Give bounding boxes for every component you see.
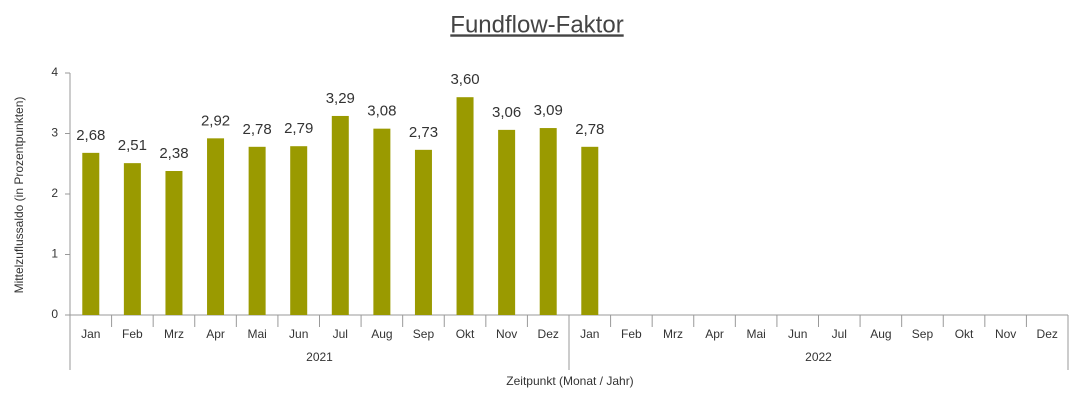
data-label: 3,09 [534,102,563,119]
data-label: 2,92 [201,112,230,129]
data-label: 2,68 [76,127,105,144]
y-tick-label: 1 [51,247,58,261]
bar [123,163,141,315]
x-tick-label: Dez [538,327,559,341]
bar [373,128,391,315]
y-tick-label: 2 [51,186,58,200]
x-tick-label: Jul [333,327,348,341]
bar [498,129,516,315]
bar [456,97,474,315]
x-tick-label: Mai [746,327,765,341]
x-tick-label: Sep [912,327,934,341]
x-tick-label: Aug [371,327,392,341]
x-tick-label: Jan [580,327,599,341]
x-tick-label: Feb [621,327,642,341]
data-label: 2,78 [575,121,604,138]
x-group-label: 2022 [805,350,832,364]
data-label: 3,29 [326,90,355,107]
y-tick-label: 4 [51,65,58,79]
data-label: 2,78 [243,121,272,138]
x-tick-label: Okt [456,327,475,341]
bar [581,146,599,315]
x-tick-label: Aug [870,327,891,341]
data-label: 3,08 [367,103,396,120]
x-tick-label: Apr [206,327,225,341]
y-axis-title: Mittelzuflussaldo (in Prozentpunkten) [12,97,26,294]
bar [248,146,266,315]
x-tick-label: Mai [247,327,266,341]
bar [165,171,183,315]
x-tick-label: Nov [995,327,1016,341]
bar [414,149,432,315]
data-label: 2,79 [284,120,313,137]
data-label: 2,38 [159,145,188,162]
x-axis-title: Zeitpunkt (Monat / Jahr) [506,374,633,388]
x-tick-label: Jan [81,327,100,341]
chart-title: Fundflow-Faktor [450,11,623,38]
x-tick-label: Dez [1037,327,1058,341]
y-tick-label: 3 [51,126,58,140]
x-tick-label: Okt [955,327,974,341]
data-label: 3,06 [492,104,521,121]
x-tick-label: Nov [496,327,517,341]
x-tick-label: Sep [413,327,435,341]
x-tick-label: Mrz [663,327,683,341]
data-label: 3,60 [450,71,479,88]
x-tick-label: Apr [705,327,724,341]
x-tick-label: Jun [788,327,807,341]
x-tick-label: Jul [832,327,847,341]
x-tick-label: Jun [289,327,308,341]
bar [207,138,225,315]
x-group-label: 2021 [306,350,333,364]
y-tick-label: 0 [51,307,58,321]
bar [82,152,100,315]
bar [539,128,557,315]
bar [290,146,308,315]
bar [331,115,349,315]
data-label: 2,73 [409,124,438,141]
x-tick-label: Mrz [164,327,184,341]
x-tick-label: Feb [122,327,143,341]
data-label: 2,51 [118,137,147,154]
